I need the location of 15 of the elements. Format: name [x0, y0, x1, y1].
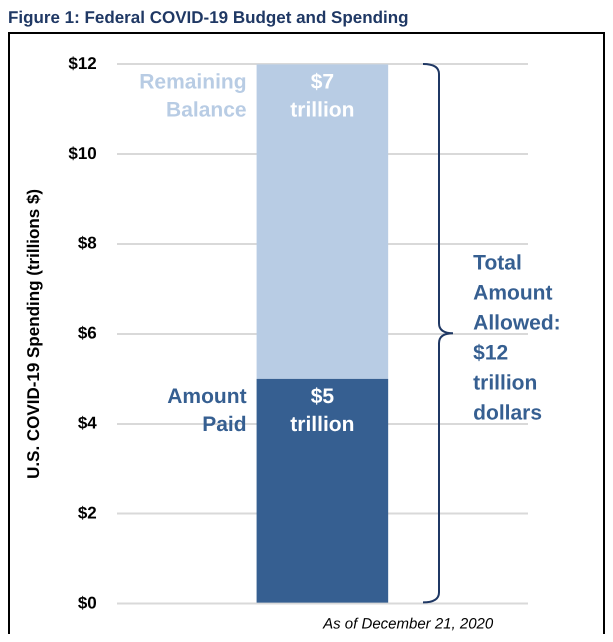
data-label: $5 trillion [290, 385, 354, 436]
chart-title: Figure 1: Federal COVID-19 Budget and Spending [8, 8, 410, 29]
text: As of December 21, 2020 [322, 616, 494, 633]
y-tick-label: $0 [78, 593, 97, 612]
y-tick-label: $2 [78, 503, 97, 522]
y-tick-label: $8 [78, 234, 97, 253]
data-label: $7 trillion [290, 70, 354, 122]
y-axis-title: U.S. COVID-19 Spending (trillions $) [24, 188, 43, 479]
series-label: Remaining Balance [139, 70, 247, 122]
y-tick-label: $10 [68, 144, 97, 163]
series-label: Amount Paid [167, 385, 247, 436]
annotation: Total Amount Allowed: $12 trillion dollars [473, 252, 561, 425]
y-tick-label: $12 [68, 54, 97, 73]
y-tick-label: $6 [78, 324, 97, 343]
y-tick-label: $4 [78, 413, 98, 432]
